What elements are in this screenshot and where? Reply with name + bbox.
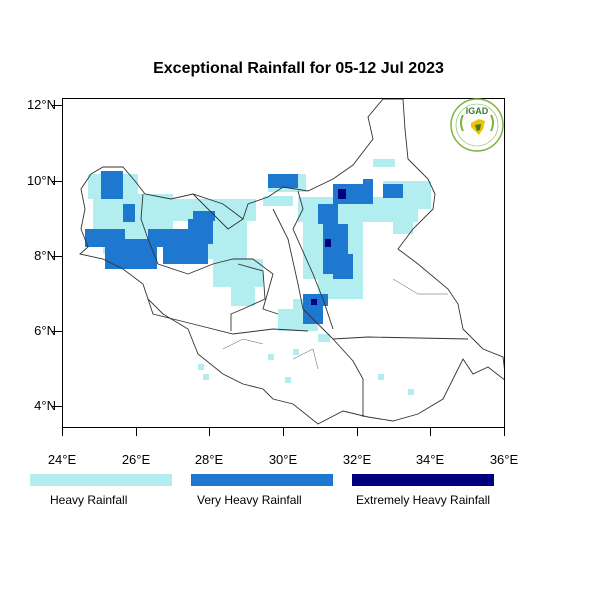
heavy-rainfall-areas (88, 159, 431, 395)
x-tick-label: 32°E (342, 452, 372, 467)
legend-swatch-heavy (30, 474, 172, 486)
y-tick-label: 8°N (34, 248, 56, 263)
y-tick-label: 10°N (26, 173, 56, 188)
y-tick (52, 331, 62, 332)
x-tick-label: 36°E (489, 452, 519, 467)
y-tick (52, 256, 62, 257)
map-frame (62, 98, 505, 428)
x-tick-label: 24°E (47, 452, 77, 467)
x-tick-label: 28°E (194, 452, 224, 467)
legend-label-heavy: Heavy Rainfall (50, 493, 128, 507)
x-tick (209, 428, 210, 436)
legend-label-very-heavy: Very Heavy Rainfall (197, 493, 302, 507)
y-tick-label: 4°N (34, 398, 56, 413)
rainfall-map (79, 99, 504, 425)
legend-swatch-extreme (352, 474, 494, 486)
y-tick (52, 105, 62, 106)
y-tick-label: 6°N (34, 323, 56, 338)
country-borders (79, 99, 504, 425)
x-tick-label: 26°E (121, 452, 151, 467)
logo-text: IGAD (466, 106, 489, 116)
x-tick (430, 428, 431, 436)
map-title: Exceptional Rainfall for 05-12 Jul 2023 (153, 60, 444, 77)
extremely-heavy-rainfall-areas (311, 189, 346, 305)
x-tick (357, 428, 358, 436)
igad-logo-icon: IGAD (450, 98, 504, 152)
x-tick (283, 428, 284, 436)
county-lines (222, 278, 448, 370)
legend-label-extreme: Extremely Heavy Rainfall (356, 493, 491, 507)
legend-swatch-very-heavy (191, 474, 333, 486)
x-tick-label: 34°E (415, 452, 445, 467)
y-tick (52, 181, 62, 182)
x-tick (136, 428, 137, 436)
y-tick (52, 406, 62, 407)
x-tick-label: 30°E (268, 452, 298, 467)
x-tick (62, 428, 63, 436)
y-tick-label: 12°N (26, 97, 56, 112)
x-tick (504, 428, 505, 436)
